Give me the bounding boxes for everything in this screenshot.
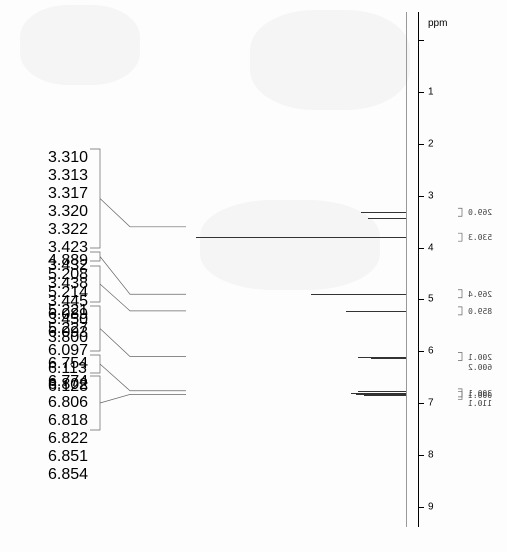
axis-tick: [418, 196, 424, 197]
axis-tick-label: 9: [428, 502, 434, 513]
axis-tick: [418, 248, 424, 249]
integration-value: 2.006: [468, 363, 492, 372]
axis-tick: [418, 455, 424, 456]
integration-value: 3.035: [468, 233, 492, 242]
axis-tick-label: 3: [428, 190, 434, 201]
integration-labels: 0.9623.0354.9620.9581.0022.0061.0031.011…: [460, 0, 505, 552]
spectrum-peak: [364, 395, 406, 396]
axis-tick: [418, 40, 424, 41]
axis-tick: [418, 351, 424, 352]
spectrum-peak: [368, 218, 406, 219]
axis-line: [418, 12, 419, 527]
axis-tick-label: 8: [428, 450, 434, 461]
axis-tick-label: 1: [428, 86, 434, 97]
axis-tick-label: 4: [428, 242, 434, 253]
axis-tick-label: 2: [428, 138, 434, 149]
spectrum-peak: [346, 311, 406, 312]
axis-tick-label: 6: [428, 346, 434, 357]
ppm-axis: 1 2 3 4 5 6 7 8 9 ppm: [418, 0, 458, 552]
spectrum-peak: [361, 212, 406, 213]
nmr-spectrum-container: 3.3103.3133.3173.3203.3223.4233.4323.438…: [0, 0, 507, 552]
integration-value: 4.962: [468, 290, 492, 299]
spectrum-baseline: [406, 12, 407, 527]
axis-tick-label: 5: [428, 294, 434, 305]
integration-value: 1.000: [468, 391, 492, 400]
axis-tick: [418, 144, 424, 145]
integration-value: 0.958: [468, 307, 492, 316]
axis-unit-label: ppm: [428, 18, 447, 29]
spectrum-peak: [311, 294, 406, 295]
axis-tick: [418, 507, 424, 508]
integration-value: 1.002: [468, 353, 492, 362]
spectrum-peak: [196, 237, 406, 238]
axis-tick: [418, 299, 424, 300]
spectrum-peak: [371, 358, 406, 359]
axis-tick-label: 7: [428, 398, 434, 409]
axis-tick: [418, 403, 424, 404]
axis-tick: [418, 92, 424, 93]
spectrum-plot: [186, 0, 412, 552]
integration-value: 0.962: [468, 208, 492, 217]
